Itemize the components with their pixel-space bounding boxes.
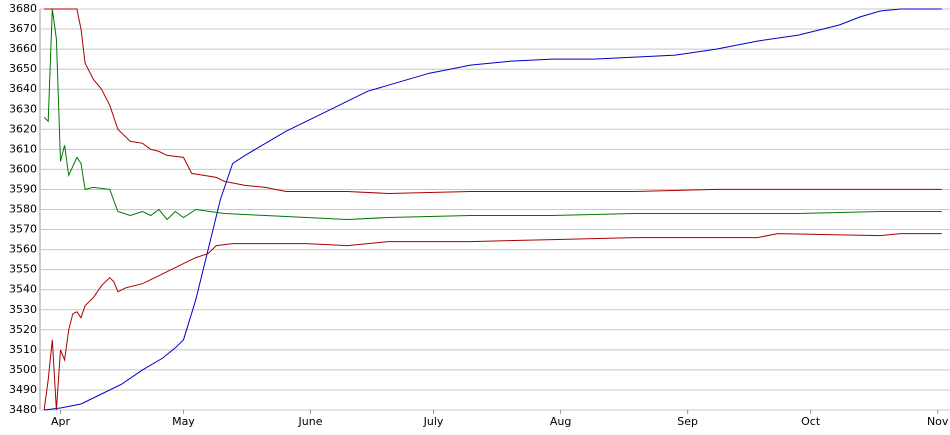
y-tick-label: 3670: [9, 22, 37, 35]
y-tick-label: 3640: [9, 82, 37, 95]
y-tick-label: 3530: [9, 303, 37, 316]
x-tick-label: Sep: [677, 415, 698, 428]
y-tick-label: 3650: [9, 62, 37, 75]
x-tick-label: June: [298, 415, 323, 428]
series-line: [43, 233, 942, 411]
y-tick-label: 3620: [9, 122, 37, 135]
y-tick-label: 3520: [9, 323, 37, 336]
x-tick-label: Aug: [550, 415, 571, 428]
y-tick-label: 3610: [9, 142, 37, 155]
x-tick-label: Apr: [51, 415, 71, 428]
series-line: [44, 8, 942, 195]
y-tick-label: 3660: [9, 42, 37, 55]
x-tick-label: July: [423, 415, 444, 428]
x-tick-label: Oct: [801, 415, 821, 428]
y-tick-label: 3550: [9, 263, 37, 276]
y-tick-label: 3680: [9, 2, 37, 15]
y-tick-label: 3480: [9, 403, 37, 416]
y-tick-label: 3560: [9, 243, 37, 256]
y-tick-label: 3600: [9, 162, 37, 175]
series-line: [43, 8, 942, 221]
y-tick-label: 3540: [9, 283, 37, 296]
y-tick-label: 3490: [9, 383, 37, 396]
x-tick-label: Nov: [927, 415, 949, 428]
y-tick-label: 3630: [9, 102, 37, 115]
y-tick-label: 3500: [9, 363, 37, 376]
series-line: [44, 8, 942, 411]
x-tick-label: May: [172, 415, 195, 428]
y-tick-label: 3570: [9, 223, 37, 236]
y-tick-label: 3580: [9, 203, 37, 216]
y-tick-label: 3590: [9, 182, 37, 195]
y-tick-label: 3510: [9, 343, 37, 356]
